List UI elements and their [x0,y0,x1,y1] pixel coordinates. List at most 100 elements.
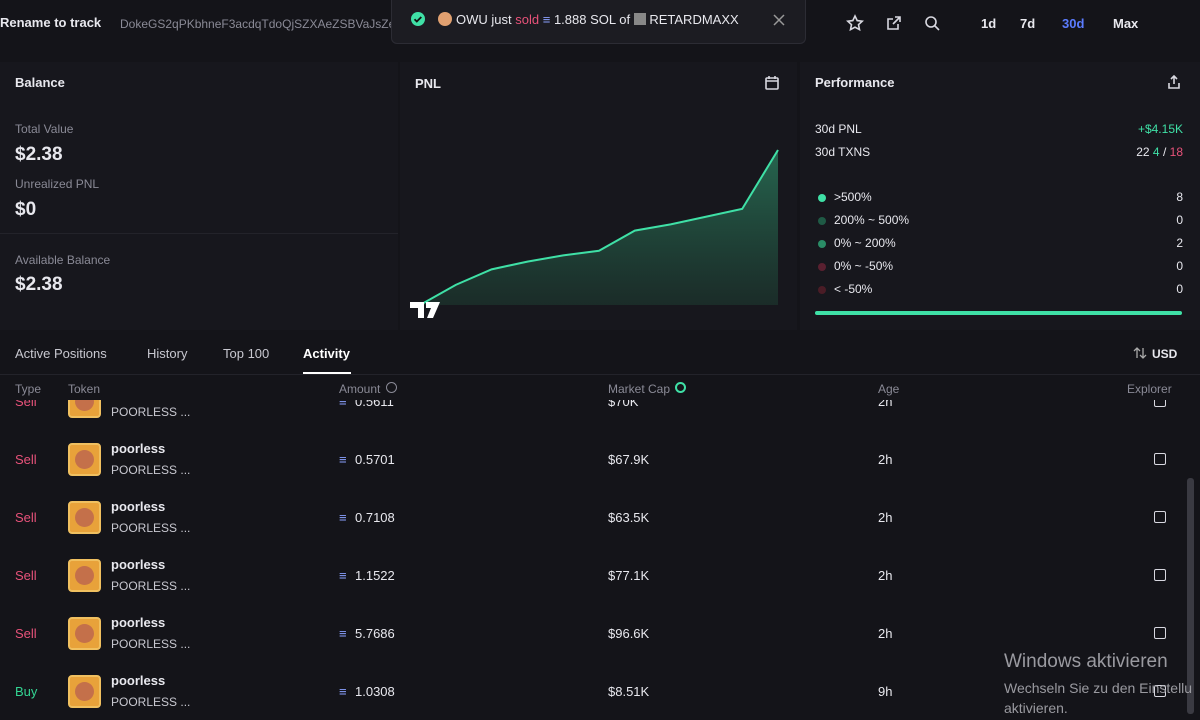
type: Sell [15,452,37,467]
tab[interactable]: Activity [303,346,350,361]
label: Unrealized PNL [15,177,100,191]
token-name: poorless [111,499,166,514]
market-cap: $63.5K [608,510,650,525]
token-ticker: POORLESS ... [111,405,191,419]
amount: 1.1522 [355,568,395,583]
column-header: Age [878,382,900,396]
currency[interactable]: USD [1152,347,1178,361]
bucket-dot [818,286,826,294]
sol-icon: ≡ [339,568,347,583]
info-icon [386,382,397,393]
explorer-link[interactable] [1154,511,1166,523]
value: $0 [15,199,37,220]
token-icon [68,617,101,650]
txns-losses: 18 [1169,145,1183,159]
sort-icon[interactable] [1133,346,1147,360]
search-icon[interactable] [923,14,941,32]
explorer-link[interactable] [1154,453,1166,465]
performance-panel: Performance 30d PNL +$4.15K 30d TXNS 22 … [800,62,1200,330]
token-icon [68,559,101,592]
timeframe-button[interactable]: 7d [1020,16,1036,31]
token-name: poorless [111,673,166,688]
column-header: Explorer [1127,382,1172,396]
watermark-text: Wechseln Sie zu den Einstellu [1004,680,1193,696]
column-header: Amount [339,382,381,396]
table-row: Sell poorless POORLESS ... ≡ 0.5701 $67.9K 2h [0,431,1185,489]
bucket-label: 0% ~ 200% [834,236,896,250]
bucket-label: 0% ~ -50% [834,259,894,273]
tabs: Active Positions History Top 100 Activity U… [0,331,1200,375]
panel-title: PNL [415,76,441,91]
sol-icon: ≡ [339,398,347,409]
wallet-name[interactable]: Rename to track [0,15,102,30]
market-cap: $67.9K [608,452,650,467]
timeframe-button[interactable]: 30d [1062,16,1085,31]
share-icon[interactable] [1166,74,1182,90]
type: Sell [15,626,37,641]
column-header: Market Cap [608,382,671,396]
toast-text: OWU just sold ≡ 1.888 SOL of RETARDMAXX [456,12,739,27]
explorer-link[interactable] [1154,569,1166,581]
toast-who: OWU just [456,12,512,27]
table-row: Sell poorless POORLESS ... ≡ 0.7108 $63.5K 2h [0,489,1185,547]
token-icon [68,675,101,708]
bucket-count: 0 [1176,282,1183,296]
tab[interactable]: Active Positions [15,346,107,361]
avatar [438,12,452,26]
balance-panel: Balance Total Value $2.38 Unrealized PNL… [0,62,398,330]
sol-icon: ≡ [339,684,347,699]
scrollbar[interactable] [1187,478,1194,714]
explorer-link[interactable] [1154,685,1166,697]
timeframe-button[interactable]: 1d [981,16,997,31]
check-icon [411,12,425,26]
tab[interactable]: Top 100 [223,346,270,361]
age: 2h [878,568,893,583]
table-row: Buy poorless POORLESS ... ≡ 1.0308 $8.51K 9h [0,663,1185,720]
table-body: Sell poorless POORLESS ... ≡ 0.5611 $70K 2h Sel… [0,398,1185,720]
sol-icon: ≡ [542,12,551,27]
market-cap: $96.6K [608,626,650,641]
toast-amount: 1.888 SOL of [553,12,631,27]
token-icon-inner [75,566,94,585]
amount: 5.7686 [355,626,395,641]
panel-title: Performance [815,75,895,90]
age: 9h [878,684,893,699]
amount: 0.7108 [355,510,395,525]
age: 2h [878,626,893,641]
label: Available Balance [15,253,111,267]
token-ticker: POORLESS ... [111,695,191,709]
explorer-link[interactable] [1154,398,1166,407]
wallet-address[interactable]: DokeGS2qPKbhneF3acdqTdoQjSZXAeZSBVaJsZeE [120,17,404,31]
toast-action: sold [515,12,540,27]
age: 2h [878,452,893,467]
bucket-label: 200% ~ 500% [834,213,910,227]
label: 30d TXNS [815,145,871,159]
market-cap: $8.51K [608,684,650,699]
external-icon[interactable] [885,14,903,32]
pnl-area [420,150,778,305]
bucket-count: 0 [1176,213,1183,227]
market-cap: $70K [608,398,639,409]
txns-total: 22 [1136,145,1150,159]
explorer-link[interactable] [1154,627,1166,639]
timeframe-button[interactable]: Max [1113,16,1139,31]
value: $2.38 [15,274,63,295]
label: 30d PNL [815,122,862,136]
bucket-dot [818,263,826,271]
star-icon[interactable] [846,14,864,32]
type: Sell [15,568,37,583]
sol-icon: ≡ [339,510,347,525]
bucket-dot [818,194,826,202]
watermark-text: aktivieren. [1004,700,1068,716]
amount: 0.5611 [355,398,394,409]
pnl-chart [410,149,779,318]
table-row: Sell poorless POORLESS ... ≡ 5.7686 $96.6K 2h [0,605,1185,663]
tab[interactable]: History [147,346,188,361]
token-ticker: POORLESS ... [111,637,191,651]
close-icon[interactable] [772,13,786,27]
table-header: Type Token Amount Market Cap Age Explorer [0,376,1185,400]
type: Sell [15,398,37,409]
calendar-icon[interactable] [764,75,780,91]
market-cap: $77.1K [608,568,650,583]
